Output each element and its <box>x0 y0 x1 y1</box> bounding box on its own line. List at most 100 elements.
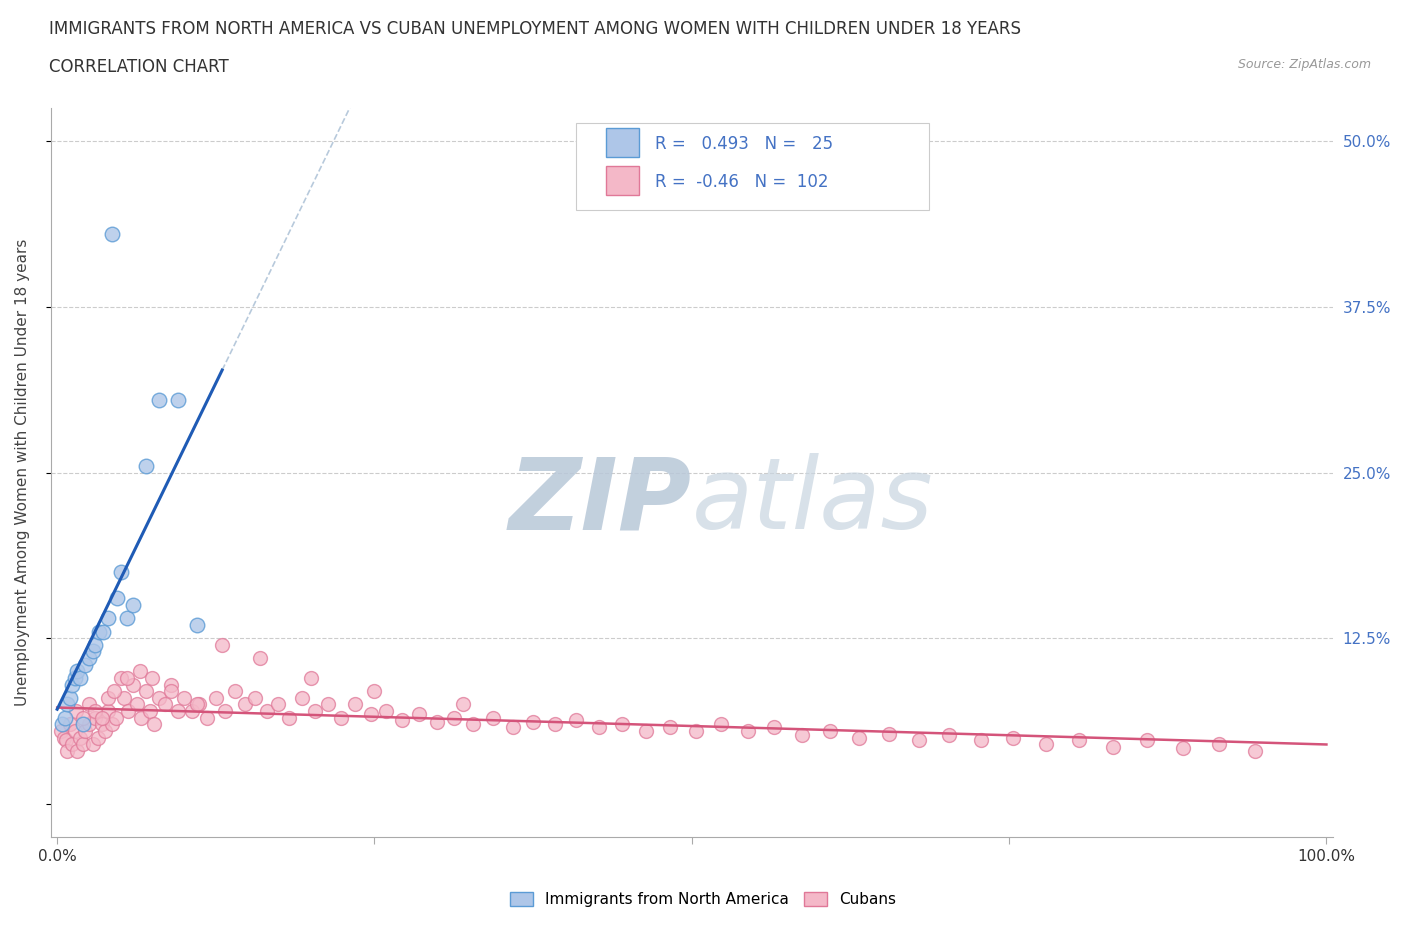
Point <box>135 684 157 698</box>
Point <box>77 717 100 732</box>
Point <box>344 698 367 712</box>
Point <box>55 733 77 748</box>
Point <box>763 720 786 735</box>
Point <box>66 664 89 679</box>
Point <box>148 690 170 705</box>
Point <box>115 611 138 626</box>
Point <box>1102 739 1125 754</box>
Point <box>49 724 72 738</box>
Point <box>408 706 430 721</box>
Point <box>115 671 138 685</box>
Point <box>77 698 100 712</box>
Point <box>938 727 960 742</box>
Point <box>166 704 188 719</box>
Point <box>710 717 733 732</box>
Point <box>1001 730 1024 745</box>
Point <box>160 684 183 698</box>
Point <box>135 458 157 473</box>
Point <box>72 737 94 751</box>
Point <box>97 690 120 705</box>
Point <box>141 671 163 685</box>
Text: IMMIGRANTS FROM NORTH AMERICA VS CUBAN UNEMPLOYMENT AMONG WOMEN WITH CHILDREN UN: IMMIGRANTS FROM NORTH AMERICA VS CUBAN U… <box>49 20 1021 38</box>
Point <box>104 711 127 725</box>
Point <box>877 726 900 741</box>
Point <box>463 717 485 732</box>
Point <box>129 711 152 725</box>
Point <box>122 598 145 613</box>
Point <box>211 637 233 652</box>
Point <box>142 717 165 732</box>
Point <box>110 671 132 685</box>
Point <box>97 611 120 626</box>
Point <box>103 684 125 698</box>
Point <box>636 724 658 738</box>
Point <box>53 711 76 725</box>
Point <box>105 591 128 605</box>
Point <box>166 392 188 407</box>
Point <box>502 720 524 735</box>
Point <box>94 724 117 738</box>
Text: CORRELATION CHART: CORRELATION CHART <box>49 58 229 75</box>
Point <box>1136 733 1159 748</box>
Point <box>90 717 112 732</box>
Point <box>84 704 107 719</box>
Point <box>243 690 266 705</box>
Point <box>65 704 87 719</box>
Point <box>233 698 256 712</box>
Text: R =   0.493   N =   25: R = 0.493 N = 25 <box>655 136 832 153</box>
Point <box>148 392 170 407</box>
Point <box>316 698 339 712</box>
Point <box>114 690 136 705</box>
Point <box>51 717 73 732</box>
Point <box>792 727 814 742</box>
Text: ZIP: ZIP <box>509 453 692 551</box>
Point <box>659 720 682 735</box>
Point <box>97 704 120 719</box>
Point <box>66 743 89 758</box>
FancyBboxPatch shape <box>606 166 640 194</box>
Point <box>588 720 610 735</box>
Point <box>610 717 633 732</box>
Point <box>160 677 183 692</box>
Point <box>481 711 503 725</box>
Point <box>278 711 301 725</box>
Point <box>91 624 114 639</box>
Point <box>249 651 271 666</box>
Point <box>544 717 567 732</box>
Point <box>360 706 382 721</box>
Point <box>267 698 290 712</box>
Point <box>1035 737 1057 751</box>
Point <box>173 690 195 705</box>
Point <box>304 704 326 719</box>
Point <box>186 698 208 712</box>
Point <box>59 717 82 732</box>
Point <box>1067 733 1090 748</box>
Point <box>87 624 110 639</box>
Point <box>127 698 149 712</box>
Point <box>82 737 104 751</box>
Point <box>205 690 228 705</box>
Text: Source: ZipAtlas.com: Source: ZipAtlas.com <box>1237 58 1371 71</box>
Point <box>848 730 870 745</box>
Point <box>291 690 314 705</box>
Point <box>186 618 208 632</box>
Point <box>82 644 104 659</box>
Point <box>363 684 385 698</box>
Point <box>1208 737 1230 751</box>
Point <box>391 713 413 728</box>
Point <box>565 713 588 728</box>
Point <box>69 671 91 685</box>
Point <box>1244 743 1267 758</box>
Point <box>128 664 150 679</box>
Point <box>56 698 79 712</box>
Point <box>63 724 86 738</box>
Legend: Immigrants from North America, Cubans: Immigrants from North America, Cubans <box>503 885 903 913</box>
Point <box>84 637 107 652</box>
Point <box>153 698 176 712</box>
Point <box>426 714 449 729</box>
Point <box>75 724 97 738</box>
Point <box>72 717 94 732</box>
FancyBboxPatch shape <box>606 128 640 157</box>
Point <box>1171 741 1194 756</box>
Point <box>62 737 84 751</box>
